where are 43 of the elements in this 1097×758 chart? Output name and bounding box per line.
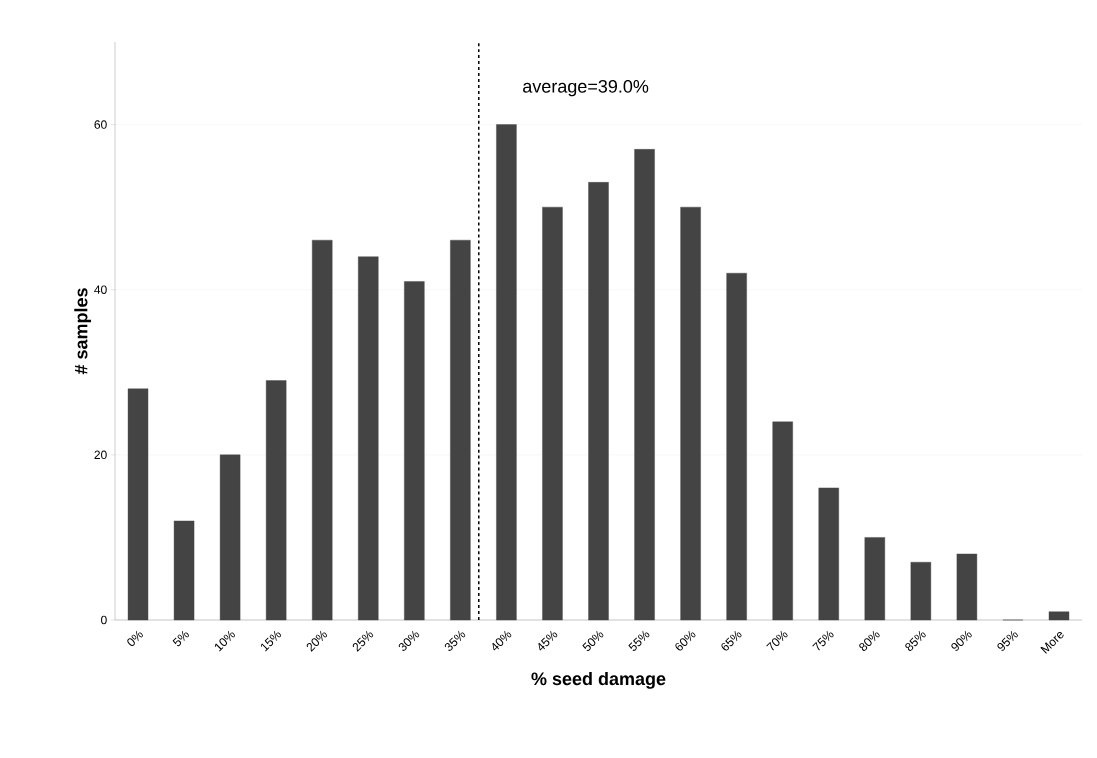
x-tick-label: 85% (905, 630, 926, 651)
y-tick-label: 0 (101, 615, 107, 625)
bar (265, 380, 287, 621)
bar (634, 149, 655, 621)
ref-line-label: average=39.0% (523, 79, 649, 97)
x-tick-label: 70% (766, 630, 788, 651)
y-tick-label: 20 (94, 450, 107, 460)
x-tick-label: 65% (721, 630, 742, 651)
bar (496, 124, 517, 621)
y-tick-label: 60 (94, 120, 107, 129)
bar (680, 206, 701, 621)
bar (864, 537, 885, 621)
x-tick-label: 95% (997, 630, 1018, 651)
bar (542, 206, 563, 621)
x-tick-label: 30% (398, 630, 420, 651)
x-tick-label: 35% (444, 630, 466, 651)
bar (588, 182, 609, 621)
bar (219, 454, 241, 621)
x-tick-label: 55% (628, 630, 650, 651)
x-tick-label: 90% (951, 630, 972, 651)
bar (404, 281, 425, 621)
bar (173, 520, 195, 621)
bar (772, 421, 793, 621)
bar (312, 239, 333, 621)
y-tick-label: 40 (94, 285, 107, 294)
x-tick-label: 45% (538, 630, 558, 651)
x-tick-label: 60% (675, 630, 696, 651)
x-tick-label: 80% (859, 630, 880, 651)
bar (726, 273, 747, 621)
x-tick-label: 0% (127, 630, 143, 646)
bar (956, 553, 978, 621)
bar (818, 487, 839, 621)
bar (1048, 611, 1070, 621)
bar (127, 388, 149, 621)
bar (910, 562, 932, 621)
bar (450, 239, 471, 621)
x-tick-label: 50% (582, 630, 604, 651)
bar (358, 256, 379, 621)
x-tick-label: 40% (492, 630, 512, 651)
x-tick-label: 5% (172, 630, 189, 647)
y-axis-title: # samples (74, 288, 92, 375)
x-tick-label: 75% (812, 630, 834, 651)
x-axis-title: % seed damage (531, 671, 666, 689)
